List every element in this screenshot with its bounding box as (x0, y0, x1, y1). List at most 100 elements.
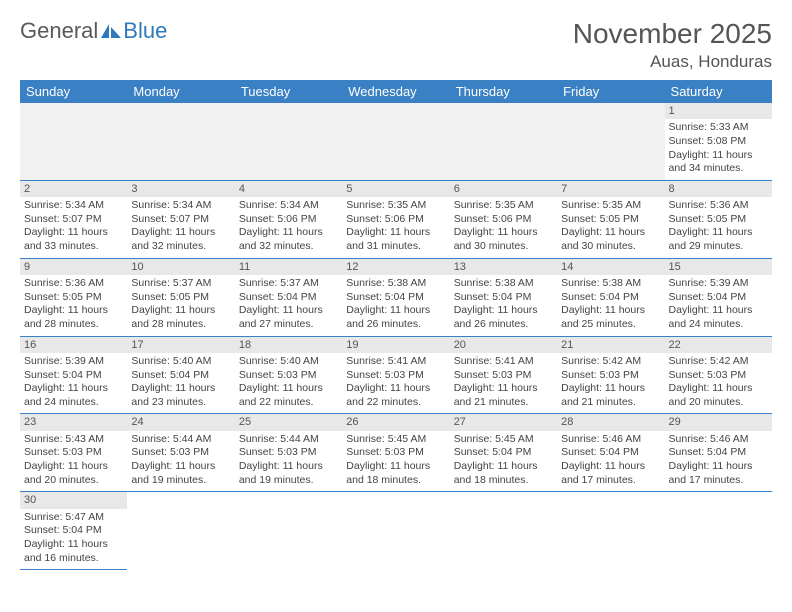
calendar-cell: 27 Sunrise: 5:45 AMSunset: 5:04 PMDayligh… (450, 414, 557, 492)
header: General Blue November 2025 Auas, Hondura… (20, 18, 772, 72)
sunrise-text: Sunrise: 5:34 AM (24, 199, 123, 213)
sunrise-text: Sunrise: 5:46 AM (669, 433, 768, 447)
calendar-cell: 17Sunrise: 5:40 AMSunset: 5:04 PMDayligh… (127, 336, 234, 414)
day-number: 30 (20, 492, 127, 508)
daylight-text: Daylight: 11 hours and 23 minutes. (131, 382, 230, 409)
sunrise-text: Sunrise: 5:37 AM (239, 277, 338, 291)
day-number: 27 (450, 414, 557, 430)
sunrise-text: Sunrise: 5:39 AM (669, 277, 768, 291)
sunrise-text: Sunrise: 5:38 AM (346, 277, 445, 291)
sunrise-text: Sunrise: 5:38 AM (561, 277, 660, 291)
daylight-text: Daylight: 11 hours and 24 minutes. (24, 382, 123, 409)
sunrise-text: Sunrise: 5:47 AM (24, 511, 123, 525)
day-number: 6 (450, 181, 557, 197)
day-number: 7 (557, 181, 664, 197)
calendar-cell: 28Sunrise: 5:46 AMSunset: 5:04 PMDayligh… (557, 414, 664, 492)
daylight-text: Daylight: 11 hours and 34 minutes. (669, 149, 768, 176)
day-number: 15 (665, 259, 772, 275)
sunrise-text: Sunrise: 5:45 AM (454, 433, 553, 447)
sunrise-text: Sunrise: 5:36 AM (669, 199, 768, 213)
sunset-text: Sunset: 5:03 PM (454, 369, 553, 383)
calendar-cell (235, 103, 342, 180)
daylight-text: Daylight: 11 hours and 31 minutes. (346, 226, 445, 253)
calendar-cell (127, 103, 234, 180)
sunset-text: Sunset: 5:04 PM (24, 369, 123, 383)
day-header: Friday (557, 80, 664, 103)
logo-text-2: Blue (123, 18, 167, 44)
daylight-text: Daylight: 11 hours and 26 minutes. (454, 304, 553, 331)
sunset-text: Sunset: 5:05 PM (561, 213, 660, 227)
calendar-week: 2Sunrise: 5:34 AMSunset: 5:07 PMDaylight… (20, 180, 772, 258)
sunrise-text: Sunrise: 5:41 AM (454, 355, 553, 369)
calendar-cell: 29Sunrise: 5:46 AMSunset: 5:04 PMDayligh… (665, 414, 772, 492)
sunrise-text: Sunrise: 5:34 AM (131, 199, 230, 213)
sunset-text: Sunset: 5:04 PM (561, 291, 660, 305)
sunset-text: Sunset: 5:07 PM (131, 213, 230, 227)
sunset-text: Sunset: 5:03 PM (24, 446, 123, 460)
sunrise-text: Sunrise: 5:37 AM (131, 277, 230, 291)
day-number: 8 (665, 181, 772, 197)
calendar-table: SundayMondayTuesdayWednesdayThursdayFrid… (20, 80, 772, 570)
calendar-cell: 13Sunrise: 5:38 AMSunset: 5:04 PMDayligh… (450, 258, 557, 336)
day-header: Monday (127, 80, 234, 103)
calendar-cell: 30Sunrise: 5:47 AMSunset: 5:04 PMDayligh… (20, 492, 127, 570)
logo-text-1: General (20, 18, 98, 44)
calendar-cell (557, 103, 664, 180)
day-number: 16 (20, 337, 127, 353)
calendar-cell (342, 492, 449, 570)
day-number: 23 (20, 414, 127, 430)
sunrise-text: Sunrise: 5:45 AM (346, 433, 445, 447)
calendar-cell (127, 492, 234, 570)
calendar-cell: 9Sunrise: 5:36 AMSunset: 5:05 PMDaylight… (20, 258, 127, 336)
daylight-text: Daylight: 11 hours and 19 minutes. (239, 460, 338, 487)
day-number: 2 (20, 181, 127, 197)
calendar-week: 23Sunrise: 5:43 AMSunset: 5:03 PMDayligh… (20, 414, 772, 492)
calendar-cell (450, 103, 557, 180)
sunrise-text: Sunrise: 5:44 AM (239, 433, 338, 447)
daylight-text: Daylight: 11 hours and 28 minutes. (131, 304, 230, 331)
daylight-text: Daylight: 11 hours and 18 minutes. (346, 460, 445, 487)
calendar-cell: 6Sunrise: 5:35 AMSunset: 5:06 PMDaylight… (450, 180, 557, 258)
day-number: 10 (127, 259, 234, 275)
calendar-cell (20, 103, 127, 180)
day-number: 3 (127, 181, 234, 197)
calendar-week: 16Sunrise: 5:39 AMSunset: 5:04 PMDayligh… (20, 336, 772, 414)
calendar-cell: 5 Sunrise: 5:35 AMSunset: 5:06 PMDaylight… (342, 180, 449, 258)
day-number: 21 (557, 337, 664, 353)
sunrise-text: Sunrise: 5:36 AM (24, 277, 123, 291)
month-title: November 2025 (573, 18, 772, 50)
daylight-text: Daylight: 11 hours and 24 minutes. (669, 304, 768, 331)
daylight-text: Daylight: 11 hours and 21 minutes. (454, 382, 553, 409)
sunrise-text: Sunrise: 5:39 AM (24, 355, 123, 369)
day-header: Saturday (665, 80, 772, 103)
daylight-text: Daylight: 11 hours and 29 minutes. (669, 226, 768, 253)
sunset-text: Sunset: 5:04 PM (454, 446, 553, 460)
day-number: 24 (127, 414, 234, 430)
daylight-text: Daylight: 11 hours and 30 minutes. (561, 226, 660, 253)
daylight-text: Daylight: 11 hours and 32 minutes. (239, 226, 338, 253)
calendar-cell: 12Sunrise: 5:38 AMSunset: 5:04 PMDayligh… (342, 258, 449, 336)
sunrise-text: Sunrise: 5:40 AM (131, 355, 230, 369)
day-number: 20 (450, 337, 557, 353)
sunrise-text: Sunrise: 5:35 AM (346, 199, 445, 213)
sunrise-text: Sunrise: 5:44 AM (131, 433, 230, 447)
day-number: 12 (342, 259, 449, 275)
sunset-text: Sunset: 5:06 PM (346, 213, 445, 227)
sunset-text: Sunset: 5:03 PM (561, 369, 660, 383)
daylight-text: Daylight: 11 hours and 22 minutes. (346, 382, 445, 409)
daylight-text: Daylight: 11 hours and 18 minutes. (454, 460, 553, 487)
calendar-cell: 8Sunrise: 5:36 AMSunset: 5:05 PMDaylight… (665, 180, 772, 258)
sunset-text: Sunset: 5:03 PM (669, 369, 768, 383)
day-number: 29 (665, 414, 772, 430)
day-header-row: SundayMondayTuesdayWednesdayThursdayFrid… (20, 80, 772, 103)
sunrise-text: Sunrise: 5:35 AM (561, 199, 660, 213)
day-number: 13 (450, 259, 557, 275)
calendar-cell: 1Sunrise: 5:33 AMSunset: 5:08 PMDaylight… (665, 103, 772, 180)
calendar-cell: 4Sunrise: 5:34 AMSunset: 5:06 PMDaylight… (235, 180, 342, 258)
calendar-week: 9Sunrise: 5:36 AMSunset: 5:05 PMDaylight… (20, 258, 772, 336)
calendar-cell (235, 492, 342, 570)
calendar-cell: 15Sunrise: 5:39 AMSunset: 5:04 PMDayligh… (665, 258, 772, 336)
daylight-text: Daylight: 11 hours and 21 minutes. (561, 382, 660, 409)
calendar-cell (450, 492, 557, 570)
day-number: 5 (342, 181, 449, 197)
